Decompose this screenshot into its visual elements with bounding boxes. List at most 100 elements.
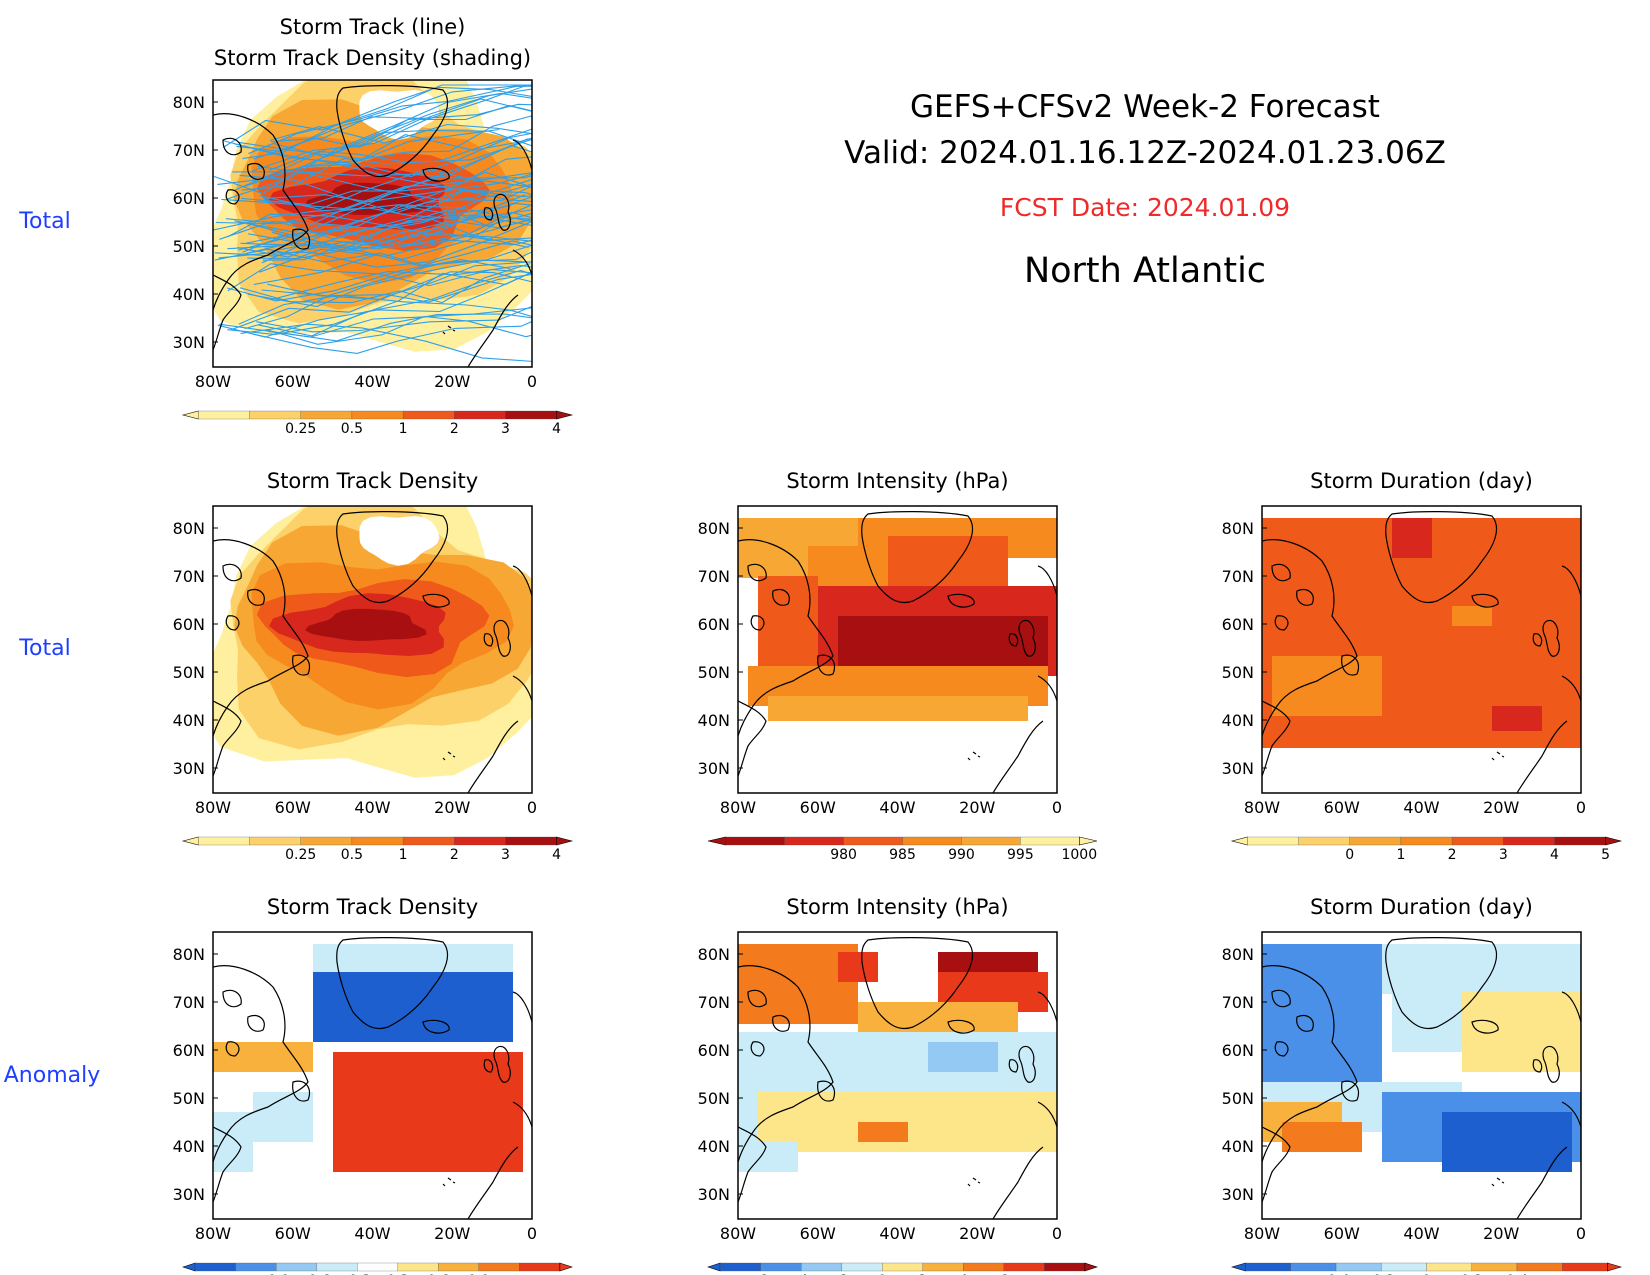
colorbar-tick-label: 2 [450, 847, 459, 863]
coastlines [213, 511, 532, 793]
lon-tick-label: 80W [720, 798, 756, 817]
coastline [1262, 1126, 1291, 1203]
field-cell [858, 1122, 908, 1142]
colorbar-end [181, 410, 199, 420]
storm-track-line [238, 115, 532, 160]
coast-layer [738, 511, 1057, 793]
storm-track-line [242, 128, 532, 191]
coastline [861, 511, 973, 604]
coastline [493, 1045, 511, 1083]
colorbar-tick-label: 6 [999, 1273, 1008, 1275]
storm-track-line [244, 259, 511, 330]
coastline [493, 193, 511, 231]
colorbar-swatch [1516, 1262, 1563, 1272]
coastline [247, 1014, 265, 1032]
coastline [967, 1177, 981, 1187]
colorbar-tick-label: 5 [1601, 847, 1610, 863]
lat-tick-label: 70N [1222, 567, 1254, 586]
lon-tick-label: 20W [434, 798, 470, 817]
colorbar-tick-label: 0.6 [427, 1273, 449, 1275]
coastline [1018, 1045, 1036, 1083]
colorbar-swatch [1451, 836, 1504, 846]
colorbar-swatch [1554, 836, 1606, 846]
lat-tick-label: 80N [173, 519, 205, 538]
storm-track-line [267, 271, 532, 301]
storm-track-line [248, 85, 532, 155]
coastline [1018, 619, 1036, 657]
storm-track-line [268, 307, 532, 338]
coastline [213, 539, 309, 737]
coast-layer [213, 937, 532, 1219]
lat-tick-label: 80N [698, 519, 730, 538]
colorbar-end [1607, 1262, 1623, 1272]
colorbar-end [181, 836, 199, 846]
colorbar-end [556, 836, 574, 846]
colorbar: 0.25 0.5 1 2 3 4 [181, 410, 574, 437]
coastline [442, 325, 456, 335]
map-frame [737, 931, 1058, 1220]
field-cell [738, 1142, 798, 1172]
colorbar-tick-label: -0.4 [1322, 1273, 1349, 1275]
panel-intensity-total: 80N 70N 60N 50N 40N 30N 80W 60W 40W 20W 0 [698, 505, 1062, 817]
field-cell [758, 576, 818, 666]
colorbar-end [707, 1262, 721, 1272]
panel-title: Storm Intensity (hPa) [786, 895, 1008, 919]
colorbar-swatch [402, 836, 455, 846]
field-cell [768, 696, 1028, 721]
colorbar-tick-label: 4 [959, 1273, 968, 1275]
colorbar-swatch [454, 836, 506, 846]
coastline [225, 189, 240, 205]
density-shading [305, 608, 427, 641]
colorbar-swatch [1335, 1262, 1382, 1272]
lat-tick-label: 80N [173, 945, 205, 964]
lon-tick-label: 20W [434, 1224, 470, 1243]
field [1262, 932, 1581, 1219]
colorbar-swatch [454, 410, 506, 420]
colorbar-end [182, 1262, 196, 1272]
row-label-total-2: Total [18, 636, 70, 661]
field-cell [1392, 518, 1432, 558]
colorbar-swatch [841, 1262, 883, 1272]
colorbar-tick-label: -2 [835, 1273, 849, 1275]
colorbar-swatch [1245, 1262, 1291, 1272]
colorbar-swatch [760, 1262, 802, 1272]
field-cell [1492, 706, 1542, 731]
greenland-void [359, 90, 440, 140]
colorbar-tick-label: 0.5 [341, 421, 363, 437]
storm-track-line [237, 189, 532, 258]
colorbar: 980 985 990 995 1000 [707, 836, 1097, 863]
coastline [750, 1041, 765, 1057]
lon-tick-label: 20W [959, 1224, 995, 1243]
lon-tick-label: 20W [1483, 1224, 1519, 1243]
colorbar-swatch [801, 1262, 842, 1272]
storm-track-line [222, 84, 532, 148]
colorbar-swatch [300, 836, 353, 846]
coastline [1262, 700, 1291, 777]
coast-layer [213, 85, 532, 367]
storm-track-line [262, 214, 532, 261]
lon-tick-label: 20W [1483, 798, 1519, 817]
coastline [422, 167, 450, 182]
coastline [1516, 675, 1581, 793]
map-frame [212, 931, 533, 1220]
colorbar-end [559, 1262, 573, 1272]
lat-tick-label: 40N [1222, 711, 1254, 730]
colorbar-swatch [1400, 836, 1453, 846]
storm-track-line [269, 138, 532, 171]
colorbar-tick-label: -0.2 [1368, 1273, 1395, 1275]
panel-density-anom: 80N 70N 60N 50N 40N 30N 80W 60W 40W 20W 0 [173, 931, 537, 1243]
coastline [1341, 1080, 1360, 1102]
lat-tick-label: 50N [698, 1089, 730, 1108]
coastlines [213, 85, 532, 367]
colorbar: -0.9 -0.6 -0.3 0.3 0.6 0.9 [182, 1262, 573, 1275]
lat-tick-label: 60N [1222, 615, 1254, 634]
storm-track-line [253, 240, 532, 286]
colorbar-tick-label: 0 [1345, 847, 1354, 863]
coastline [213, 1126, 242, 1203]
storm-track-line [240, 323, 532, 362]
lon-tick-label: 0 [1576, 798, 1586, 817]
lat-tick-label: 60N [698, 1041, 730, 1060]
colorbar-swatch [1562, 1262, 1608, 1272]
lat-tick-label: 70N [173, 993, 205, 1012]
